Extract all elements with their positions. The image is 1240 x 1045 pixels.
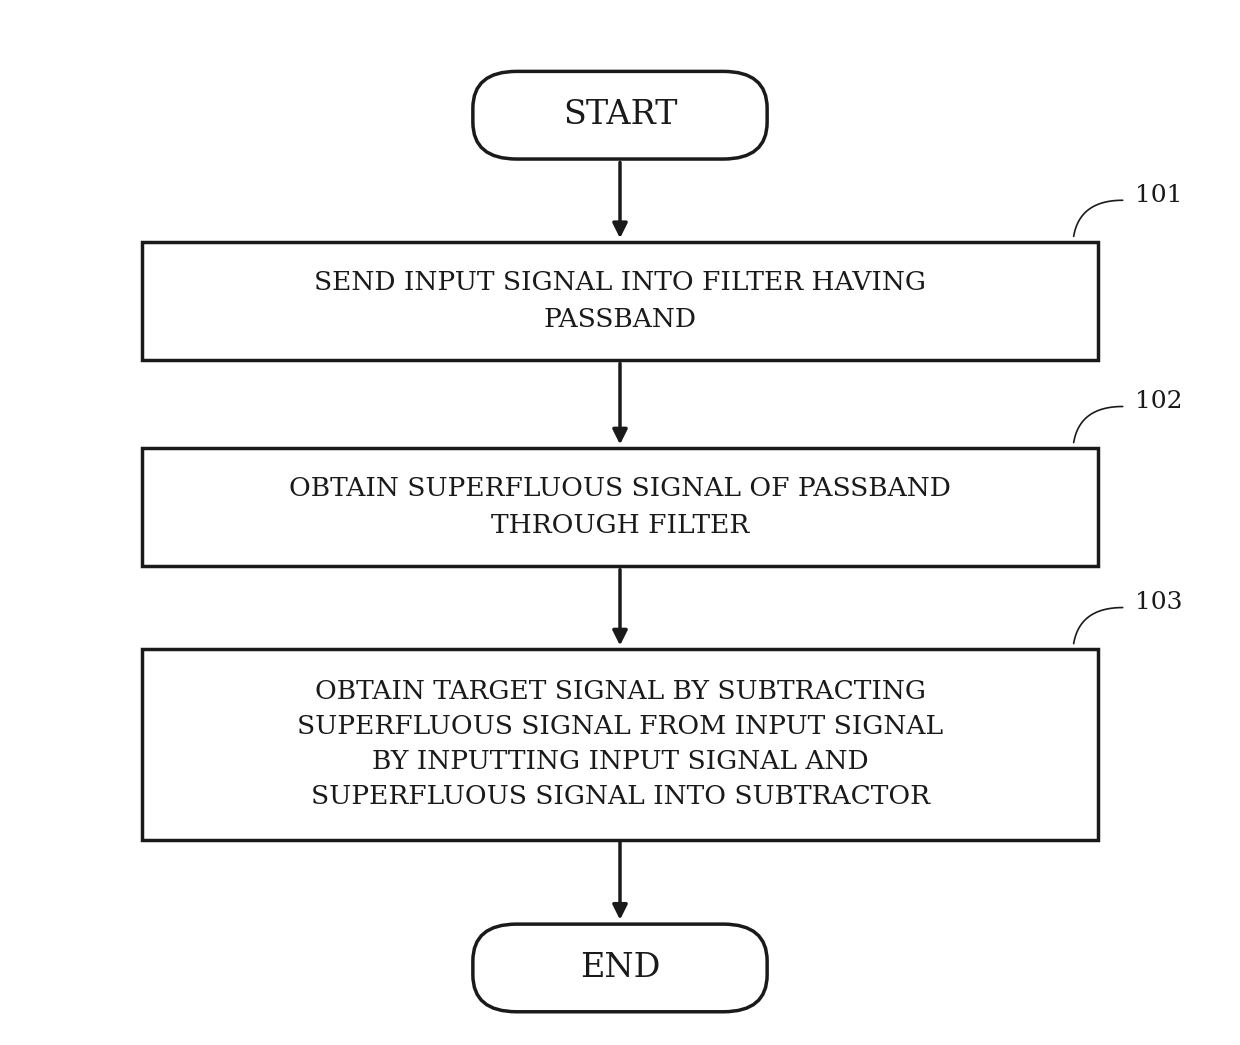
Text: 102: 102 (1135, 390, 1183, 413)
Text: 101: 101 (1135, 184, 1183, 207)
FancyBboxPatch shape (472, 71, 768, 159)
FancyBboxPatch shape (141, 649, 1099, 839)
Text: SEND INPUT SIGNAL INTO FILTER HAVING
PASSBAND: SEND INPUT SIGNAL INTO FILTER HAVING PAS… (314, 270, 926, 332)
Text: END: END (580, 952, 660, 984)
FancyBboxPatch shape (472, 924, 768, 1012)
FancyBboxPatch shape (141, 241, 1099, 361)
FancyBboxPatch shape (141, 447, 1099, 566)
Text: OBTAIN SUPERFLUOUS SIGNAL OF PASSBAND
THROUGH FILTER: OBTAIN SUPERFLUOUS SIGNAL OF PASSBAND TH… (289, 477, 951, 538)
Text: 103: 103 (1135, 590, 1183, 613)
Text: START: START (563, 99, 677, 132)
Text: OBTAIN TARGET SIGNAL BY SUBTRACTING
SUPERFLUOUS SIGNAL FROM INPUT SIGNAL
BY INPU: OBTAIN TARGET SIGNAL BY SUBTRACTING SUPE… (296, 679, 944, 809)
